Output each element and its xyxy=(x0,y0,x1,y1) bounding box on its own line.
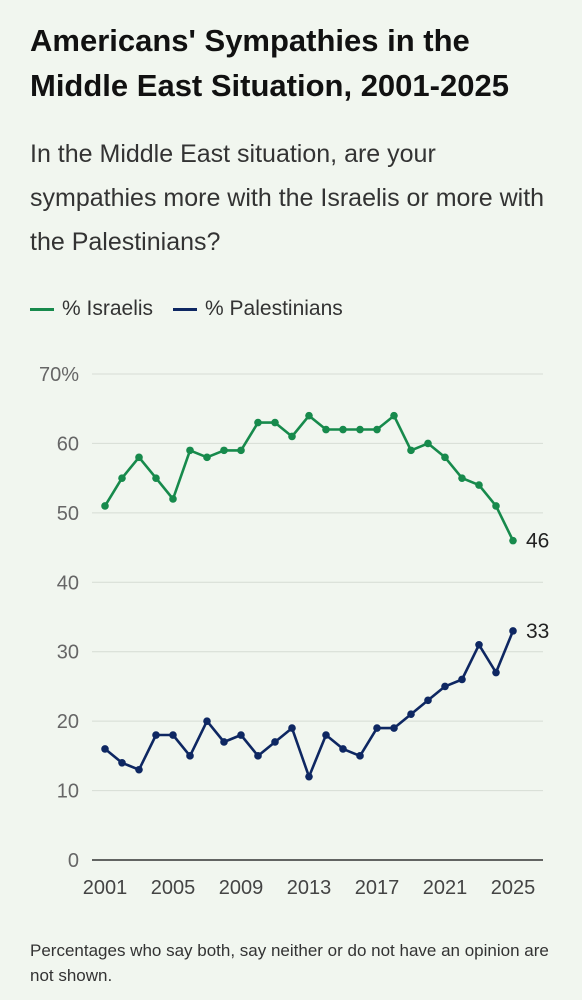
data-point-palestinians xyxy=(424,696,432,705)
series-line-israelis xyxy=(103,414,515,542)
data-point-israelis xyxy=(322,425,330,434)
data-point-israelis xyxy=(220,446,228,455)
y-tick-label: 20 xyxy=(57,711,79,733)
y-tick-label: 60 xyxy=(57,433,79,455)
data-point-israelis xyxy=(390,411,398,420)
data-point-israelis xyxy=(135,453,143,462)
data-point-palestinians xyxy=(492,668,500,677)
legend-label-israelis: % Israelis xyxy=(62,297,154,320)
data-point-israelis xyxy=(288,432,296,441)
data-point-palestinians xyxy=(254,752,262,760)
end-label-palestinians: 33 xyxy=(526,620,549,643)
data-point-palestinians xyxy=(509,627,517,635)
data-point-israelis xyxy=(356,425,364,434)
data-point-israelis xyxy=(237,446,245,455)
data-point-israelis xyxy=(186,446,194,455)
data-point-israelis xyxy=(169,495,177,503)
data-point-israelis xyxy=(203,453,211,462)
x-tick-label: 2009 xyxy=(219,877,264,899)
x-tick-label: 2001 xyxy=(83,877,128,899)
data-point-palestinians xyxy=(118,759,126,767)
data-point-palestinians xyxy=(390,724,398,732)
y-tick-label: 0 xyxy=(68,850,79,872)
y-tick-label: 10 xyxy=(57,781,79,803)
x-tick-label: 2013 xyxy=(287,877,332,899)
data-point-israelis xyxy=(101,502,109,510)
x-tick-label: 2005 xyxy=(151,877,196,899)
y-tick-label: 70% xyxy=(39,364,79,386)
data-point-palestinians xyxy=(373,724,381,732)
x-tick-label: 2025 xyxy=(491,877,536,899)
data-point-palestinians xyxy=(186,752,194,760)
data-point-palestinians xyxy=(135,765,143,774)
series-line-palestinians xyxy=(104,630,515,779)
legend-item-palestinians: % Palestinians xyxy=(173,297,343,321)
data-point-palestinians xyxy=(152,731,160,739)
data-point-palestinians xyxy=(237,731,245,739)
data-point-israelis xyxy=(373,425,381,434)
legend-label-palestinians: % Palestinians xyxy=(205,297,343,320)
y-tick-label: 50 xyxy=(57,503,79,525)
x-tick-label: 2017 xyxy=(355,877,400,899)
data-point-israelis xyxy=(118,474,126,482)
data-point-israelis xyxy=(339,425,347,434)
chart-title: Americans' Sympathies in the Middle East… xyxy=(30,23,509,103)
data-point-israelis xyxy=(407,446,415,455)
data-point-palestinians xyxy=(339,745,347,753)
data-point-palestinians xyxy=(458,675,466,684)
data-point-israelis xyxy=(254,418,262,427)
data-point-palestinians xyxy=(101,745,109,753)
legend: % Israelis % Palestinians xyxy=(30,297,363,321)
chart-subtitle: In the Middle East situation, are your s… xyxy=(30,140,545,256)
data-point-israelis xyxy=(424,439,432,448)
data-point-israelis xyxy=(441,453,449,462)
x-tick-label: 2021 xyxy=(423,877,468,899)
data-point-palestinians xyxy=(305,772,313,781)
data-point-israelis xyxy=(475,481,483,489)
data-point-palestinians xyxy=(203,717,211,725)
data-point-palestinians xyxy=(356,752,364,760)
y-tick-label: 40 xyxy=(57,572,79,594)
footnote: Percentages who say both, say neither or… xyxy=(30,941,549,985)
data-point-israelis xyxy=(305,411,313,420)
data-point-israelis xyxy=(152,474,160,482)
data-point-israelis xyxy=(509,536,517,545)
data-point-palestinians xyxy=(271,738,279,746)
data-point-israelis xyxy=(492,502,500,510)
data-point-palestinians xyxy=(475,640,483,649)
legend-swatch-palestinians xyxy=(173,307,198,311)
legend-swatch-israelis xyxy=(30,307,54,311)
y-tick-label: 30 xyxy=(57,642,79,664)
legend-item-israelis: % Israelis xyxy=(30,297,153,321)
data-point-israelis xyxy=(458,474,466,482)
data-point-israelis xyxy=(271,418,279,427)
data-point-palestinians xyxy=(220,738,228,746)
data-point-palestinians xyxy=(441,682,449,691)
data-point-palestinians xyxy=(407,710,415,718)
end-label-israelis: 46 xyxy=(526,530,549,553)
data-point-palestinians xyxy=(169,731,177,739)
data-point-palestinians xyxy=(322,731,330,739)
data-point-palestinians xyxy=(288,724,296,732)
